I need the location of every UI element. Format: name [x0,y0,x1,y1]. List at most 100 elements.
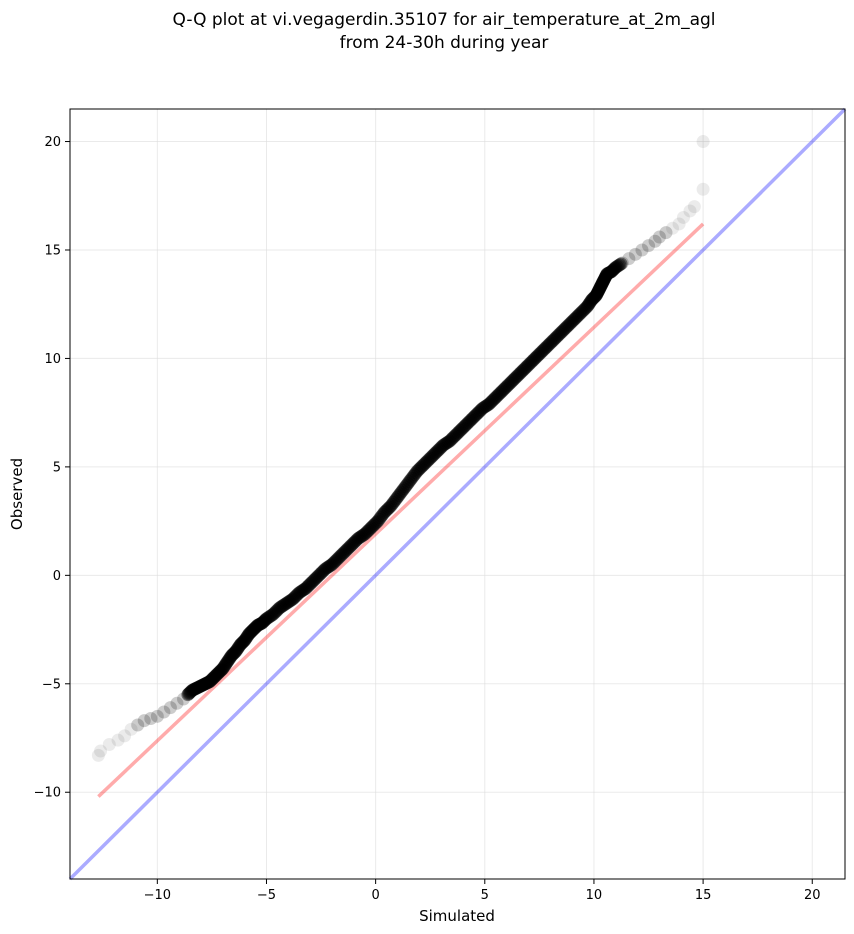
data-point [436,438,450,452]
data-point [666,221,680,235]
data-point [211,666,225,680]
x-tick-label: 15 [695,888,712,903]
data-point [542,337,556,351]
data-point [495,384,509,398]
data-point [381,502,395,516]
data-point [553,327,567,341]
data-point [203,675,217,689]
data-point [473,404,487,418]
data-point [600,267,614,281]
data-point [434,441,448,455]
data-point [245,624,259,638]
data-point [544,336,558,350]
data-point [607,262,621,276]
data-point [421,454,435,468]
data-point [362,523,376,537]
data-point [524,355,538,369]
identity-line [68,107,847,881]
data-point [118,729,132,743]
data-point [597,272,611,286]
data-point [483,396,497,410]
data-point [215,662,229,676]
data-point [596,276,610,290]
y-axis-ticks: −10 −5 0 5 10 15 20 [34,135,70,801]
data-point [432,442,446,456]
data-point [511,368,525,382]
data-point [595,276,609,290]
data-point [358,527,372,541]
data-point [308,572,322,586]
data-point [582,297,596,311]
data-point [549,331,563,345]
data-point [518,362,532,376]
data-point [277,598,291,612]
data-point [453,423,467,437]
data-point [246,623,260,637]
data-point [332,551,346,565]
data-point [234,637,248,651]
data-point [683,204,697,218]
data-point [447,430,461,444]
data-point [552,328,566,342]
data-point [280,596,294,610]
data-point [220,655,234,669]
data-point [208,669,222,683]
x-tick-label: −5 [257,888,276,903]
x-axis-label: Simulated [419,907,495,925]
data-point [676,210,690,224]
data-point [566,314,580,328]
data-point [257,614,271,628]
data-point [244,625,258,639]
data-point [91,748,105,762]
data-point [262,610,276,624]
data-point [221,654,235,668]
data-point [350,533,364,547]
data-point [193,679,207,693]
data-point [218,659,232,673]
data-point [472,405,486,419]
data-point [222,652,236,666]
data-point [195,679,209,693]
data-point [163,701,177,715]
data-point [581,298,595,312]
data-point [556,324,570,338]
data-point [225,648,239,662]
data-point [613,258,627,272]
data-point [341,542,355,556]
data-point [324,558,338,572]
data-point [589,289,603,303]
data-point [321,560,335,574]
data-point [392,489,406,503]
data-point [587,291,601,305]
y-tick-label: 0 [53,569,61,584]
data-point [584,294,598,308]
data-point [233,638,247,652]
data-point [497,383,511,397]
data-point [259,612,273,626]
data-point [385,497,399,511]
data-point [397,482,411,496]
data-point [439,436,453,450]
data-point [198,677,212,691]
data-point [177,692,191,706]
data-point [258,613,272,627]
data-point [232,639,246,653]
data-point [558,322,572,336]
data-point [242,627,256,641]
data-point [531,349,545,363]
data-point [541,338,555,352]
data-point [313,567,327,581]
data-point [352,531,366,545]
data-point [305,575,319,589]
data-point [297,582,311,596]
data-point [535,345,549,359]
data-point [561,319,575,333]
data-point [574,306,588,320]
data-point [237,634,251,648]
data-point [227,646,241,660]
data-point [422,453,436,467]
data-point [314,566,328,580]
data-point [525,354,539,368]
data-point [464,413,478,427]
